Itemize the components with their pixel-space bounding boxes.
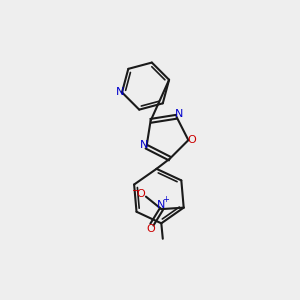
Text: N: N xyxy=(116,87,124,98)
Text: O: O xyxy=(146,224,155,234)
Text: +: + xyxy=(162,195,169,204)
Text: O: O xyxy=(188,135,196,145)
Text: N: N xyxy=(175,110,183,119)
Text: N: N xyxy=(157,200,166,210)
Text: N: N xyxy=(140,140,148,150)
Text: −: − xyxy=(131,186,140,196)
Text: O: O xyxy=(136,189,145,199)
